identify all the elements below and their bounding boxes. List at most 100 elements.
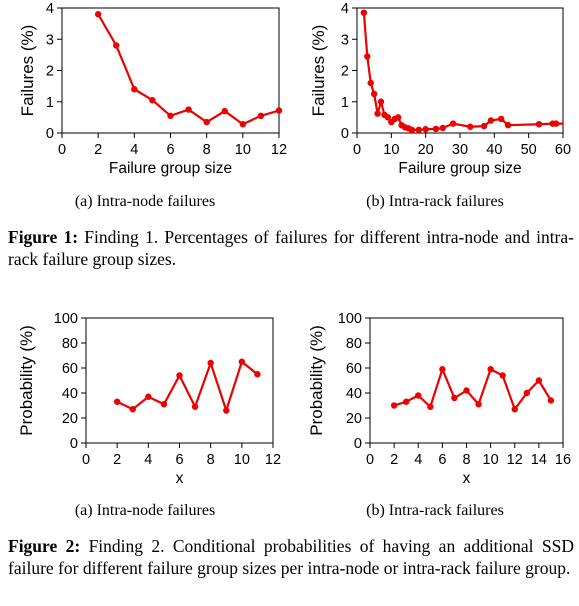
data-point: [191, 403, 199, 410]
data-point: [207, 359, 214, 367]
subcaption-fig2b: (b) Intra-rack failures: [366, 502, 504, 519]
data-point: [451, 394, 458, 402]
x-tick-label: 12: [265, 452, 281, 468]
y-tick-label: 0: [46, 126, 54, 142]
y-tick-label: 4: [341, 1, 349, 17]
data-point: [374, 110, 381, 117]
x-axis-label: x: [176, 470, 184, 487]
y-tick-label: 4: [46, 1, 54, 17]
data-point: [439, 366, 446, 373]
y-tick-label: 20: [346, 411, 362, 427]
x-tick-label: 30: [452, 142, 468, 158]
data-point: [487, 366, 494, 373]
y-tick-label: 80: [62, 336, 78, 352]
data-point: [439, 124, 447, 132]
x-tick-label: 10: [483, 452, 499, 468]
figure-2-label: Figure 2:: [8, 536, 81, 556]
data-point: [467, 123, 474, 130]
data-point: [498, 115, 505, 123]
x-tick-label: 2: [113, 452, 121, 468]
figure-1-label: Figure 1:: [8, 227, 79, 247]
y-tick-label: 80: [346, 336, 362, 352]
y-tick-label: 60: [62, 361, 78, 377]
series-line: [116, 359, 259, 415]
data-point: [432, 125, 440, 133]
x-axis-label: Failure group size: [398, 160, 521, 177]
data-point: [415, 126, 422, 134]
x-tick-label: 50: [521, 142, 537, 158]
x-tick-label: 8: [203, 142, 211, 158]
y-tick-label: 100: [338, 311, 362, 327]
y-tick-label: 100: [54, 311, 78, 327]
data-point: [113, 398, 121, 405]
x-tick-label: 14: [531, 452, 547, 468]
data-point: [402, 398, 410, 405]
data-point: [480, 122, 488, 130]
y-axis-label: Probability (%): [307, 325, 326, 436]
chart-fig1b: 0 10 20 30 40 50 60 0 1 2 3 4 Failure group size Fail…: [309, 1, 571, 177]
y-tick-label: 2: [46, 64, 54, 80]
chart-fig2a: 0 2 4 6 8 10 12 0 20 40 60 80 100 x Probability (%): [17, 311, 281, 487]
data-point: [367, 79, 374, 87]
data-point: [384, 114, 392, 121]
data-point: [257, 112, 265, 120]
x-tick-label: 12: [507, 452, 523, 468]
subcaption-fig2a: (a) Intra-node failures: [74, 502, 216, 519]
data-point: [113, 42, 120, 49]
data-point: [145, 393, 152, 400]
data-point: [422, 126, 429, 133]
data-point: [408, 126, 416, 134]
data-point: [499, 372, 506, 379]
y-tick-label: 20: [62, 411, 78, 427]
data-point: [149, 96, 156, 104]
data-point: [221, 107, 228, 115]
x-tick-label: 0: [82, 452, 90, 468]
x-tick-label: 6: [438, 452, 446, 468]
figure-2-caption: Figure 2: Finding 2. Conditional probabi…: [8, 535, 574, 579]
data-point: [203, 118, 210, 126]
y-tick-label: 0: [354, 436, 362, 452]
data-point: [364, 53, 371, 60]
data-point: [239, 121, 247, 128]
x-tick-label: 0: [366, 452, 374, 468]
y-tick-label: 2: [341, 64, 349, 80]
data-point: [176, 372, 183, 379]
x-tick-label: 20: [418, 142, 434, 158]
x-tick-label: 12: [271, 142, 287, 158]
figure-1-caption: Figure 1: Finding 1. Percentages of fail…: [8, 226, 574, 270]
data-point: [185, 106, 192, 113]
data-point: [160, 401, 168, 408]
data-point: [487, 117, 495, 124]
data-point: [504, 121, 512, 129]
x-tick-label: 10: [234, 452, 250, 468]
y-tick-label: 1: [341, 95, 349, 111]
figure-2-text: Finding 2. Conditional probabilities of …: [8, 536, 575, 578]
data-point: [360, 9, 368, 16]
data-point: [523, 389, 531, 397]
plot-frame: [369, 317, 564, 444]
y-axis-label: Failures (%): [309, 25, 328, 117]
x-tick-label: 4: [144, 452, 152, 468]
x-tick-label: 60: [555, 142, 571, 158]
subcaption-fig1b: (b) Intra-rack failures: [366, 193, 504, 210]
data-point: [223, 407, 230, 414]
data-point: [377, 98, 385, 105]
x-tick-label: 6: [166, 142, 174, 158]
data-point: [547, 397, 555, 404]
data-point: [129, 406, 136, 413]
data-point: [535, 121, 543, 128]
subcaption-fig1a: (a) Intra-node failures: [74, 193, 216, 210]
data-point: [449, 120, 457, 127]
y-tick-label: 40: [346, 386, 362, 402]
data-point: [275, 107, 283, 114]
y-tick-label: 40: [62, 386, 78, 402]
y-tick-label: 60: [346, 361, 362, 377]
x-tick-label: 2: [390, 452, 398, 468]
x-axis-label: x: [463, 470, 471, 487]
x-tick-label: 4: [130, 142, 138, 158]
x-tick-label: 6: [175, 452, 183, 468]
x-tick-label: 8: [462, 452, 470, 468]
data-point: [511, 406, 518, 413]
x-tick-label: 10: [235, 142, 251, 158]
